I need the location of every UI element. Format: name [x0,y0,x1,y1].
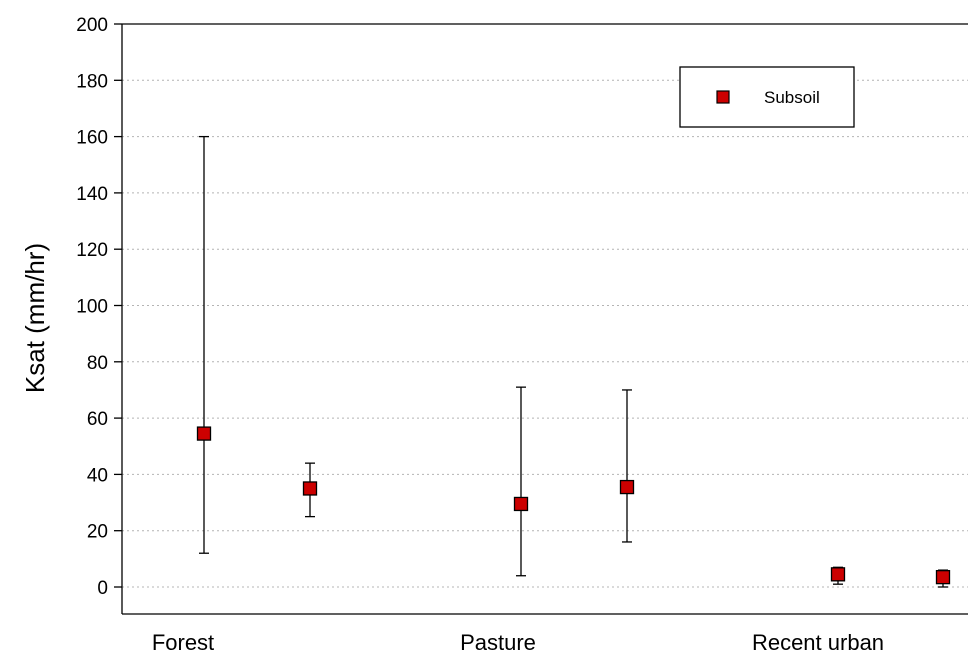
x-category-label: Forest [152,630,214,655]
y-tick-label: 180 [76,71,108,92]
data-point-marker [935,569,951,585]
axes [114,23,968,615]
legend-marker-subsoil [716,90,730,104]
grid-lines [122,79,968,588]
data-points [196,426,951,585]
y-tick-label: 120 [76,240,108,261]
y-tick-label: 160 [76,128,108,149]
y-tick-label: 80 [87,353,108,374]
x-category-label: Recent urban [752,630,884,655]
y-tick-label: 60 [87,409,108,430]
y-tick-label: 140 [76,184,108,205]
x-category-label: Pasture [460,630,536,655]
y-tick-labels: 0 20 40 60 80 100 120 140 160 180 200 [76,15,108,599]
data-point-marker [196,426,212,441]
data-point-marker [513,496,529,512]
legend: Subsoil [679,66,855,128]
data-point-marker [830,567,846,582]
y-tick-label: 20 [87,522,108,543]
y-tick-label: 100 [76,297,108,318]
x-tick-labels: Forest Pasture Recent urban [152,630,884,655]
y-tick-label: 0 [97,578,108,599]
data-point-marker [302,481,318,496]
error-bars [199,135,948,588]
y-axis-label: Ksat (mm/hr) [20,243,50,393]
y-tick-label: 40 [87,465,108,486]
data-point-marker [619,479,635,495]
legend-label-subsoil: Subsoil [764,88,820,107]
y-tick-label: 200 [76,15,108,36]
legend-box [679,66,855,128]
